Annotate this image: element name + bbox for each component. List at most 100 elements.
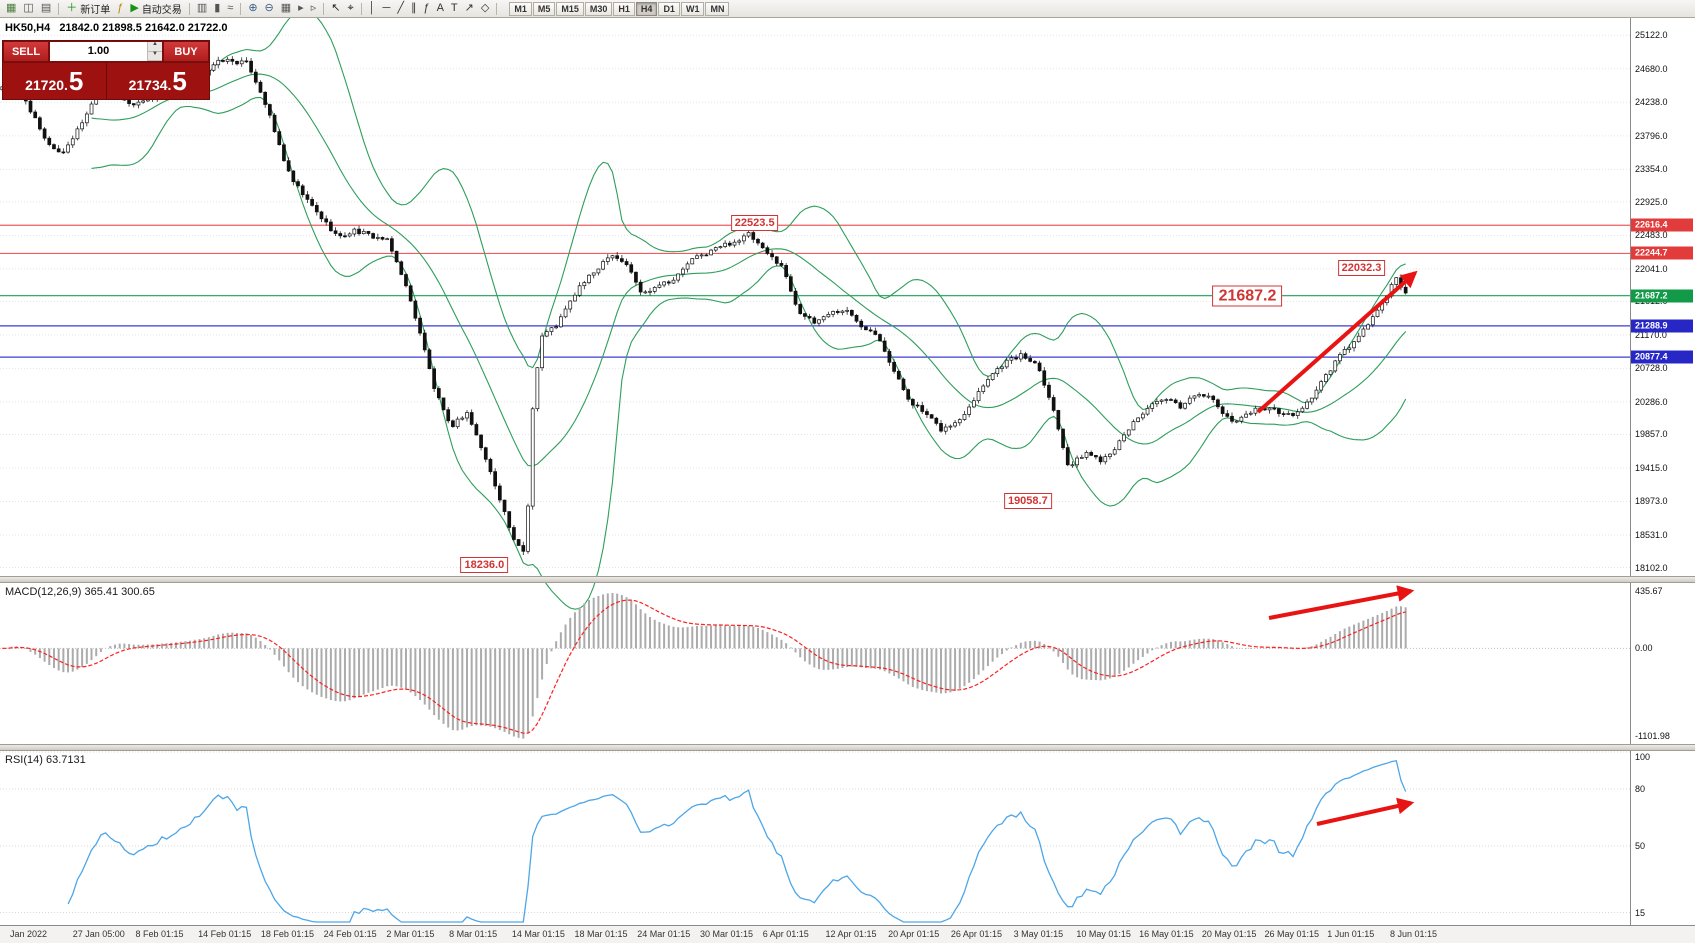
price-callout[interactable]: 22032.3 [1337,259,1386,276]
sell-price-main: 21720. [25,77,68,93]
buy-button[interactable]: BUY [163,41,209,62]
volume-down-icon[interactable]: ▼ [148,51,162,61]
auto-trading-button[interactable]: ▶ 自动交易 [127,1,184,17]
chart-bars-icon: ▥ [196,2,208,14]
auto-scroll-icon: ▸ [298,2,304,14]
volume-value[interactable]: 1.00 [87,45,110,57]
timeframe-m1[interactable]: M1 [509,1,532,16]
macd-axis-max: 435.67 [1635,586,1663,596]
channel-icon[interactable]: ∥ [408,1,420,16]
volume-up-icon[interactable]: ▲ [148,41,162,52]
toolbar-group: │ ─ ╱ ∥ ƒ A T ↗ ◇ [366,1,493,16]
arrow-tool-icon[interactable]: ↗ [462,1,477,16]
sell-price[interactable]: 21720. 5 [3,63,107,99]
indicators-icon[interactable]: ƒ [114,1,126,16]
text-icon[interactable]: A [434,1,447,16]
timeframe-h4[interactable]: H4 [635,1,658,16]
pane-separator-rsi[interactable] [0,744,1695,751]
chart-line-icon[interactable]: ≈ [224,1,236,16]
new-chart-icon[interactable]: ▦ [3,1,19,16]
price-axis-tick: 23354.0 [1635,164,1668,175]
price-axis-tick: 22925.0 [1635,196,1668,207]
market-watch-icon[interactable]: ▤ [38,1,54,16]
date-axis-tick: 2 Mar 01:15 [386,929,435,939]
price-callout[interactable]: 19058.7 [1003,492,1052,509]
date-axis-tick: Jan 2022 [10,929,48,939]
date-axis-tick: 6 Apr 01:15 [762,929,809,939]
rsi-axis-tick: 15 [1635,907,1646,918]
macd-axis-zero: 0.00 [1635,643,1653,654]
new-order-button[interactable]: ＋新订单 [63,1,113,17]
auto-trading-icon: ▶ [130,2,139,14]
horizontal-line-icon[interactable]: ─ [380,1,394,16]
buy-price[interactable]: 21734. 5 [107,63,210,99]
trendline-icon[interactable]: ╱ [394,1,407,16]
timeframe-m5[interactable]: M5 [532,1,556,16]
label-icon[interactable]: T [448,1,461,16]
macd-axis-min: -1101.98 [1635,731,1670,741]
rsi-axis-tick: 80 [1635,784,1646,794]
timeframe-mn[interactable]: MN [705,1,730,16]
date-axis-tick: 3 May 01:15 [1013,929,1064,939]
timeframe-m30[interactable]: M30 [584,1,613,16]
price-axis-tick: 18102.0 [1635,562,1668,573]
sell-button[interactable]: SELL [3,41,49,62]
timeframe-group: M1 M5 M15 M30 H1 H4 D1 W1 MN [509,1,730,16]
date-axis-tick: 8 Feb 01:15 [135,929,184,939]
one-click-trade-panel: SELL 1.00 ▲ ▼ BUY 21720. 5 21734. 5 [2,40,210,100]
macd-indicator-label: MACD(12,26,9) 365.41 300.65 [5,586,155,598]
price-line-tag[interactable]: 22244.7 [1631,246,1693,260]
price-line-tag[interactable]: 22616.4 [1631,218,1693,232]
label-icon: T [450,2,458,14]
chart-profiles-icon: ◫ [23,2,34,14]
chart-shift-icon: ▹ [310,2,317,14]
price-callout[interactable]: 22523.5 [730,215,779,232]
cursor-icon[interactable]: ↖ [328,1,343,16]
zoom-out-icon[interactable]: ⊖ [262,1,277,16]
chart-candles-icon[interactable]: ▮ [211,1,223,16]
price-axis-tick: 19415.0 [1635,462,1668,473]
price-callout[interactable]: 18236.0 [460,557,509,574]
toolbar-separator [188,2,190,15]
toolbar-separator [323,2,325,15]
chart-profiles-icon[interactable]: ◫ [20,1,36,16]
date-axis-tick: 8 Mar 01:15 [449,929,498,939]
channel-icon: ∥ [410,2,417,14]
auto-trading-button-label: 自动交易 [141,5,182,16]
date-axis-tick: 24 Feb 01:15 [323,929,377,939]
fibonacci-icon[interactable]: ƒ [420,1,432,16]
vertical-line-icon[interactable]: │ [366,1,379,16]
price-line-tag[interactable]: 20877.4 [1631,350,1693,364]
shapes-icon[interactable]: ◇ [478,1,492,16]
buy-price-big-digit: 5 [172,66,187,96]
timeframe-w1[interactable]: W1 [680,1,705,16]
price-axis-tick: 19857.0 [1635,429,1668,440]
rsi-value: 63.7131 [45,754,86,766]
chart-bars-icon[interactable]: ▥ [194,1,210,16]
fibonacci-icon: ƒ [423,2,430,14]
cursor-icon: ↖ [331,2,341,14]
timeframe-h1[interactable]: H1 [613,1,635,16]
date-axis-tick: 16 May 01:15 [1139,929,1194,939]
price-callout[interactable]: 21687.2 [1212,285,1283,307]
pane-separator-macd[interactable] [0,576,1695,583]
price-line-tag[interactable]: 21687.2 [1631,289,1693,303]
toolbar-group: ↖ ⌖ [328,1,356,16]
zoom-in-icon[interactable]: ⊕ [245,1,260,16]
timeframe-m15[interactable]: M15 [556,1,584,16]
tile-windows-icon[interactable]: ▦ [278,1,294,16]
zoom-in-icon: ⊕ [248,2,258,14]
crosshair-icon[interactable]: ⌖ [344,1,356,16]
price-axis-tick: 24680.0 [1635,63,1668,74]
price-line-tag[interactable]: 21288.9 [1631,319,1693,333]
chart-shift-icon[interactable]: ▹ [308,1,320,16]
chart-title: HK50,H4 21842.0 21898.5 21642.0 21722.0 [5,22,228,34]
date-axis-tick: 27 Jan 05:00 [72,929,125,939]
price-axis-tick: 24238.0 [1635,97,1668,108]
main-toolbar: ▦ ◫ ▤ ＋新订单 ƒ ▶ 自动交易 ▥ ▮ ≈ ⊕ ⊖ ▦ ▸ ▹ ↖ ⌖ │ ─ ╱ ∥ ƒ A T ↗ ◇ M1 M5 M15 M… [0,0,1695,18]
auto-scroll-icon[interactable]: ▸ [295,1,307,16]
timeframe-d1[interactable]: D1 [658,1,680,16]
volume-stepper[interactable]: 1.00 ▲ ▼ [49,41,163,62]
